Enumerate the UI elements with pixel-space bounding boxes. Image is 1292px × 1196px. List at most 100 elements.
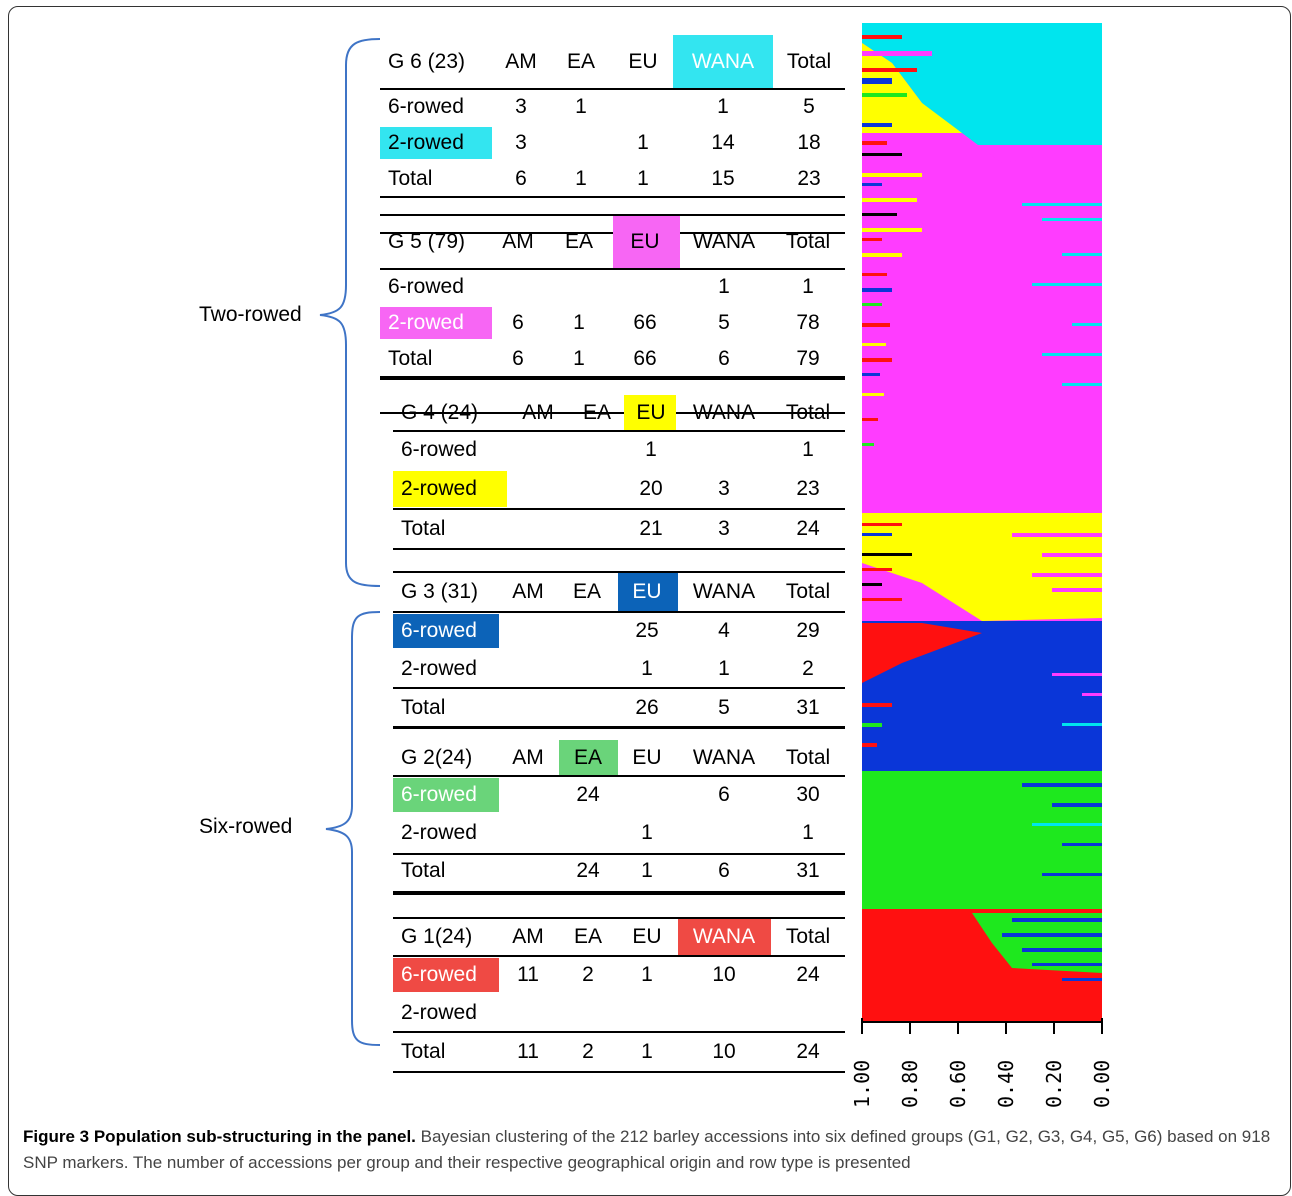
column-header: EU xyxy=(632,580,662,603)
header-highlight xyxy=(559,740,618,776)
structure-bar xyxy=(1052,588,1102,592)
group-title: G 3 (31) xyxy=(401,580,479,603)
table-cell: 5 xyxy=(718,696,730,719)
axis-tick-label: 0.80 xyxy=(898,1059,922,1108)
structure-bar xyxy=(1042,873,1102,876)
table-rule xyxy=(393,917,845,919)
structure-bar xyxy=(862,553,912,556)
table-rule xyxy=(380,214,845,216)
table-header: G 6 (23) AM EA EU WANA Total xyxy=(380,35,845,89)
structure-bar xyxy=(1042,353,1102,356)
structure-cluster xyxy=(862,133,1102,513)
group-table: G 2(24) AM EA EU WANA Total 6-rowed 24 6 30 2-rowe… xyxy=(393,740,845,893)
table-cell: 14 xyxy=(711,131,735,154)
row-label-highlight xyxy=(380,127,492,159)
two-rowed-label: Two-rowed xyxy=(199,303,302,326)
structure-plot xyxy=(862,23,1102,1021)
column-header: EA xyxy=(566,50,595,73)
table-cell xyxy=(684,994,764,1032)
header-highlight xyxy=(613,215,680,269)
structure-bar xyxy=(1052,673,1102,676)
structure-bar xyxy=(1032,963,1102,966)
table-cell: 11 xyxy=(517,1040,539,1063)
structure-bar xyxy=(1062,253,1102,256)
table-cell: 24 xyxy=(576,783,600,806)
table-cell: 66 xyxy=(633,311,657,334)
table-cell: 1 xyxy=(573,311,585,334)
structure-bar xyxy=(862,238,882,241)
table-header: G 2(24) AM EA EU WANA Total xyxy=(393,740,845,776)
table-cell: 1 xyxy=(802,438,814,461)
table-cell: 10 xyxy=(712,963,736,986)
table-cell: 6 xyxy=(512,347,524,370)
caption-title: Figure 3 Population sub-structuring in t… xyxy=(23,1127,416,1146)
table-cell xyxy=(607,776,687,814)
group-title: G 1(24) xyxy=(401,925,473,948)
structure-bar xyxy=(862,183,882,186)
table-cell: 1 xyxy=(641,821,653,844)
table-header: G 3 (31) AM EA EU WANA Total xyxy=(393,572,845,612)
table-cell: 20 xyxy=(639,477,663,500)
structure-bar xyxy=(862,723,882,727)
row-label: 2-rowed xyxy=(401,1001,477,1024)
row-label: 6-rowed xyxy=(401,438,477,461)
table-cell: 2 xyxy=(802,657,814,680)
table-cell xyxy=(684,431,764,469)
column-header: Total xyxy=(785,746,831,769)
structure-bar xyxy=(1062,383,1102,386)
structure-bar xyxy=(1022,948,1102,952)
table-cell: 78 xyxy=(796,311,820,334)
table-cell: 1 xyxy=(718,275,730,298)
structure-cluster xyxy=(862,771,1102,909)
table-cell: 24 xyxy=(796,963,820,986)
column-header: EA xyxy=(572,580,601,603)
structure-bar xyxy=(862,288,892,292)
column-header: EA xyxy=(582,401,611,424)
column-header: Total xyxy=(785,230,831,253)
column-header: AM xyxy=(512,925,544,948)
group-table: G 1(24) AM EA EU WANA Total 6-rowed 11 2 1 10 24 2-r… xyxy=(393,917,845,1073)
table-cell: 11 xyxy=(517,963,539,986)
structure-bar xyxy=(1082,693,1102,696)
table-cell: 1 xyxy=(802,821,814,844)
structure-bar xyxy=(1032,573,1102,577)
column-header: EU xyxy=(636,401,666,424)
table-cell: 79 xyxy=(796,347,820,370)
row-label: Total xyxy=(388,167,433,190)
table-cell: 31 xyxy=(796,859,820,882)
table-cell: 3 xyxy=(515,95,527,118)
table-cell xyxy=(607,994,687,1032)
structure-bar xyxy=(862,598,902,601)
table-cell: 6 xyxy=(718,347,730,370)
row-label: 6-rowed xyxy=(388,275,464,298)
row-label: 2-rowed xyxy=(388,131,464,154)
header-highlight xyxy=(678,918,771,956)
structure-bar xyxy=(862,393,884,396)
table-header: G 4 (24) AM EA EU WANA Total xyxy=(393,395,845,431)
table-cell: 1 xyxy=(641,859,653,882)
row-label: Total xyxy=(401,696,446,719)
table-cell: 23 xyxy=(796,477,820,500)
column-header: Total xyxy=(785,401,831,424)
table-rule xyxy=(393,687,845,689)
structure-bar xyxy=(862,173,922,177)
table-rule xyxy=(393,611,845,613)
table-row: 6-rowed 25 4 29 xyxy=(393,612,845,650)
table-row: Total 24 1 6 31 xyxy=(393,852,845,890)
table-header: G 5 (79) AM EA EU WANA Total xyxy=(380,215,845,269)
column-header: EU xyxy=(632,925,662,948)
table-cell: 2 xyxy=(582,963,594,986)
structure-bar xyxy=(1012,533,1102,537)
structure-bar xyxy=(862,273,887,276)
table-cell: 1 xyxy=(573,347,585,370)
structure-bar xyxy=(1052,803,1102,807)
column-header: AM xyxy=(505,50,537,73)
group-title: G 6 (23) xyxy=(388,50,466,73)
header-highlight xyxy=(618,572,678,612)
structure-cluster xyxy=(862,43,962,133)
row-label: Total xyxy=(388,347,433,370)
column-header: EA xyxy=(573,746,602,769)
table-cell: 6 xyxy=(718,783,730,806)
group-title: G 2(24) xyxy=(401,746,473,769)
table-row: 6-rowed 1 1 xyxy=(380,269,845,305)
